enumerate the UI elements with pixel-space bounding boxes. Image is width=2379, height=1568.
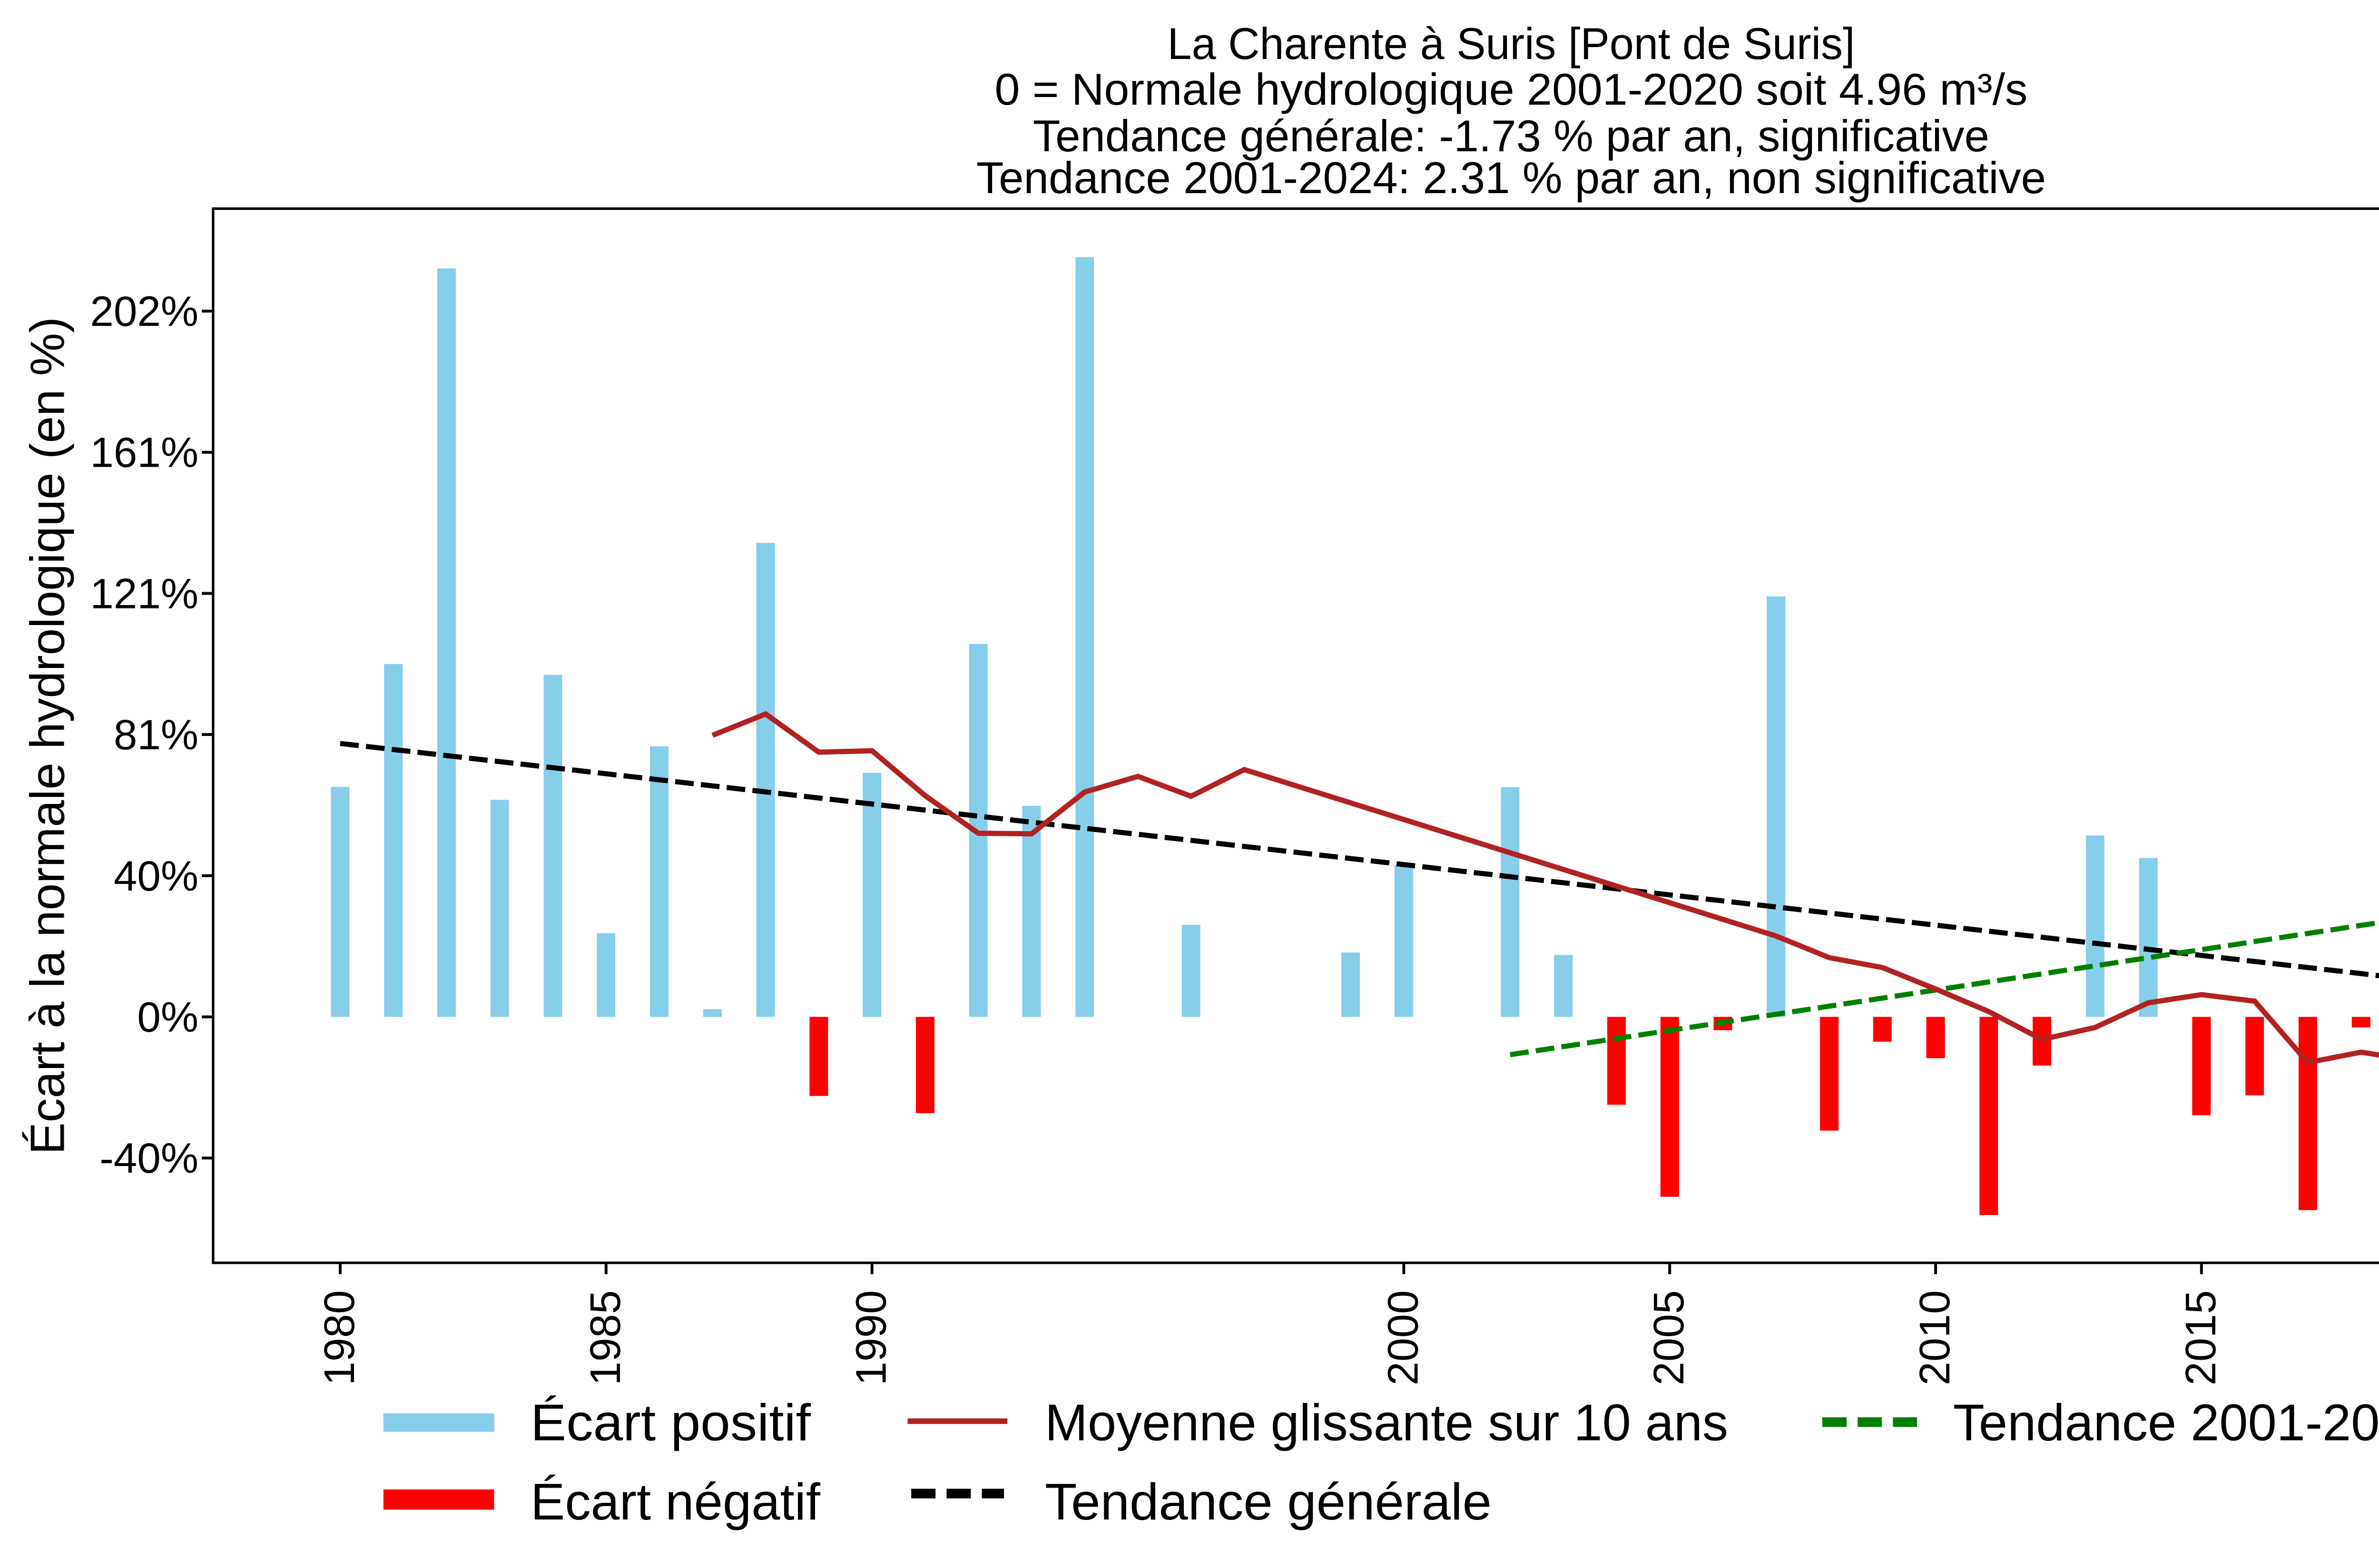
svg-text:2005: 2005 (1645, 1290, 1693, 1385)
svg-text:1990: 1990 (848, 1290, 895, 1385)
svg-text:0%: 0% (137, 993, 198, 1041)
svg-text:Tendance 2001-2024: Tendance 2001-2024 (1953, 1394, 2379, 1452)
svg-text:121%: 121% (90, 569, 198, 617)
svg-text:40%: 40% (114, 852, 198, 900)
svg-text:2000: 2000 (1379, 1290, 1427, 1385)
svg-text:2010: 2010 (1911, 1290, 1959, 1385)
svg-text:Écart positif: Écart positif (531, 1394, 811, 1452)
svg-text:1980: 1980 (316, 1290, 364, 1385)
svg-text:0 = Normale hydrologique 2001-: 0 = Normale hydrologique 2001-2020 soit … (995, 64, 2028, 114)
svg-text:1985: 1985 (582, 1290, 629, 1385)
svg-text:La Charente à Suris [Pont de S: La Charente à Suris [Pont de Suris] (1168, 19, 1855, 69)
svg-text:Tendance générale: Tendance générale (1045, 1473, 1492, 1531)
svg-text:Écart négatif: Écart négatif (531, 1473, 821, 1531)
svg-text:202%: 202% (90, 287, 198, 335)
svg-text:Écart à la normale hydrologiqu: Écart à la normale hydrologique (en %) (21, 317, 74, 1155)
svg-text:81%: 81% (114, 711, 198, 758)
svg-text:Tendance 2001-2024: 2.31 % par: Tendance 2001-2024: 2.31 % par an, non s… (976, 153, 2046, 203)
svg-text:Tendance générale: -1.73 % par: Tendance générale: -1.73 % par an, signi… (1033, 111, 1989, 161)
svg-text:Moyenne glissante sur 10 ans: Moyenne glissante sur 10 ans (1045, 1394, 1728, 1452)
svg-text:-40%: -40% (99, 1134, 198, 1182)
svg-text:161%: 161% (90, 429, 198, 476)
svg-text:2015: 2015 (2177, 1290, 2225, 1385)
